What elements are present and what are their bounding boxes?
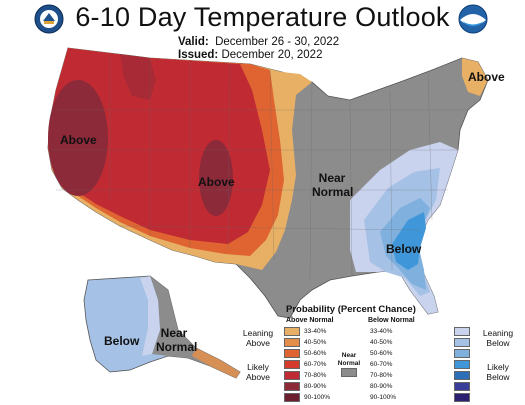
issued-label: Issued:: [178, 49, 219, 61]
label-alaska-near-line1: Near: [160, 326, 188, 340]
label-west-above: Above: [60, 133, 97, 147]
legend-leaning-above: Leaning Above: [238, 328, 278, 348]
valid-label: Valid:: [178, 36, 209, 48]
label-alaska-near: Near Normal: [156, 326, 197, 354]
legend-below-range-label: 80-90%: [370, 383, 393, 390]
legend-above-swatch: [284, 382, 300, 391]
legend-below-range-label: 60-70%: [370, 361, 393, 368]
legend-above-range-label: 80-90%: [304, 383, 327, 390]
label-near-line1: Near: [318, 171, 346, 185]
legend-above-swatch: [284, 371, 300, 380]
legend-above-swatch: [284, 349, 300, 358]
legend-below-range-label: 33-40%: [370, 328, 393, 335]
legend-below-swatch: [454, 360, 470, 369]
legend-likely-above: Likely Above: [238, 362, 278, 382]
legend-near-head-1: Near: [341, 352, 357, 359]
date-block: Valid: December 26 - 30, 2022 Issued: De…: [178, 36, 339, 62]
legend-likely-below: Likely Below: [478, 362, 518, 382]
legend-below-head: Below Normal: [368, 317, 415, 324]
legend-below-range-label: 90-100%: [370, 394, 397, 401]
region-above-maine: [462, 58, 488, 96]
label-near-line2: Normal: [312, 185, 354, 199]
alaska-leaning-below: [140, 276, 160, 356]
legend-title: Probability (Percent Chance): [286, 304, 416, 315]
legend-below-swatch: [454, 349, 470, 358]
legend-leaning-below-1: Leaning: [482, 328, 514, 338]
legend-likely-above-1: Likely: [247, 362, 269, 372]
label-alaska-below: Below: [104, 334, 140, 348]
legend-above-range-label: 60-70%: [304, 361, 327, 368]
region-above-80-90-west: [48, 80, 108, 196]
legend-near-head: Near Normal: [334, 352, 364, 368]
legend-above-swatch: [284, 393, 300, 402]
legend-likely-above-2: Above: [245, 372, 271, 382]
legend-likely-below-2: Below: [486, 372, 510, 382]
legend-above-range-label: 90-100%: [304, 394, 331, 401]
legend-above-swatch: [284, 360, 300, 369]
legend-near-head-2: Normal: [337, 360, 361, 367]
legend-below-swatch: [454, 338, 470, 347]
state-lines: [52, 56, 470, 281]
legend-above-swatch: [284, 338, 300, 347]
legend-leaning-below: Leaning Below: [478, 328, 518, 348]
legend-above-range-label: 40-50%: [304, 339, 327, 346]
map-title: 6-10 Day Temperature Outlook: [75, 2, 450, 32]
alaska-panhandle-above: [192, 348, 240, 378]
label-southeast-below: Below: [386, 242, 422, 256]
legend-below-swatch: [454, 382, 470, 391]
label-alaska-near-line2: Normal: [156, 340, 198, 354]
legend-leaning-above-2: Above: [245, 338, 271, 348]
legend-leaning-below-2: Below: [486, 338, 510, 348]
legend-above-swatch: [284, 327, 300, 336]
legend-leaning-above-1: Leaning: [242, 328, 274, 338]
legend-below-swatch: [454, 371, 470, 380]
legend-above-head: Above Normal: [286, 317, 334, 324]
region-above-80-90-central: [199, 140, 233, 216]
legend-above-range-label: 33-40%: [304, 328, 327, 335]
label-near-normal: Near Normal: [312, 171, 354, 199]
probability-legend: Probability (Percent Chance) Above Norma…: [238, 300, 523, 403]
doc-seal-icon: [34, 4, 64, 34]
legend-below-swatch: [454, 393, 470, 402]
legend-below-range-label: 40-50%: [370, 339, 393, 346]
issued-date: December 20, 2022: [221, 49, 323, 61]
legend-above-range-label: 70-80%: [304, 372, 327, 379]
legend-likely-below-1: Likely: [487, 362, 509, 372]
legend-near-swatch: [341, 368, 357, 377]
region-below-60-70: [392, 212, 426, 270]
legend-above-range-label: 50-60%: [304, 350, 327, 357]
legend-below-range-label: 70-80%: [370, 372, 393, 379]
label-maine-above: Above: [468, 70, 505, 84]
legend-below-swatch: [454, 327, 470, 336]
alaska-near: [150, 276, 240, 378]
valid-dates: December 26 - 30, 2022: [215, 36, 340, 48]
noaa-logo-icon: [458, 4, 488, 34]
legend-below-range-label: 50-60%: [370, 350, 393, 357]
label-central-above: Above: [198, 175, 235, 189]
